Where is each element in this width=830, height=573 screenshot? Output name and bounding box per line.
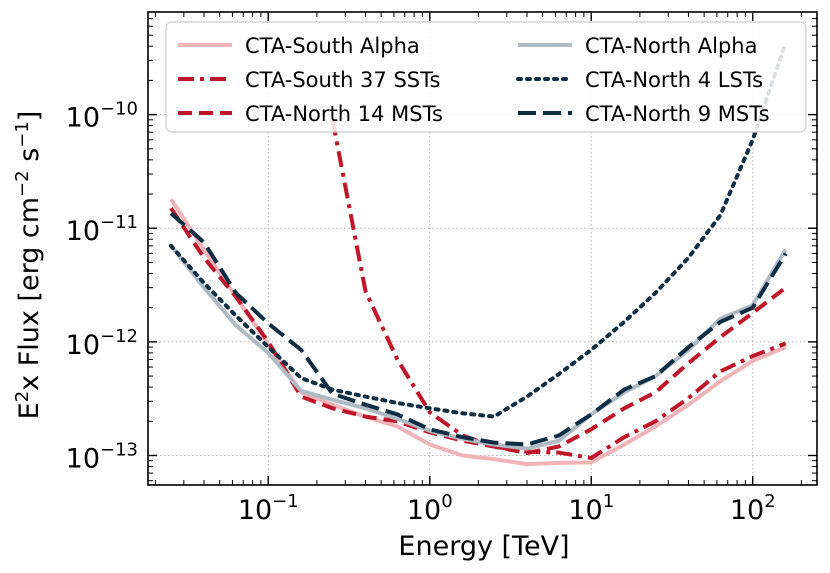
series-line-cta-north-14-msts — [169, 207, 787, 456]
y-tick-label-0: 10−13 — [66, 439, 138, 474]
legend: CTA-South Alpha CTA-South 37 SSTs CTA-Nort… — [165, 21, 807, 133]
series-line-cta-north-9-msts — [169, 211, 788, 447]
series-line-cta-north-4-lsts — [169, 40, 788, 419]
legend-label-cta-south-alpha: CTA-South Alpha — [245, 34, 420, 58]
series-line-cta-south-37-ssts — [330, 119, 787, 460]
x-axis-label: Energy [TeV] — [398, 531, 569, 562]
legend-label-cta-north-alpha: CTA-North Alpha — [585, 34, 757, 58]
y-tick-label-2: 10−11 — [66, 212, 138, 247]
legend-box — [165, 21, 807, 133]
x-tick-label-3: 102 — [730, 491, 776, 526]
plot-series — [169, 40, 788, 467]
x-tick-label-0: 10−1 — [238, 491, 299, 526]
y-tick-label-1: 10−12 — [66, 326, 138, 361]
legend-label-cta-south-37-ssts: CTA-South 37 SSTs — [245, 68, 440, 92]
axis-ticks: 10−1 100 101 102 10−13 10−12 10−11 10−10 — [66, 12, 817, 526]
y-axis-label: E2x Flux [erg cm−2 s−1] — [12, 111, 45, 420]
plot-frame — [147, 11, 818, 486]
legend-label-cta-north-9-msts: CTA-North 9 MSTs — [585, 102, 770, 126]
legend-label-cta-north-4-lsts: CTA-North 4 LSTs — [585, 68, 763, 92]
series-line-cta-north-alpha — [169, 244, 788, 451]
legend-label-cta-north-14-msts: CTA-North 14 MSTs — [245, 102, 443, 126]
y-tick-label-3: 10−10 — [66, 99, 138, 134]
x-tick-label-2: 101 — [568, 491, 614, 526]
x-tick-label-1: 100 — [407, 491, 453, 526]
